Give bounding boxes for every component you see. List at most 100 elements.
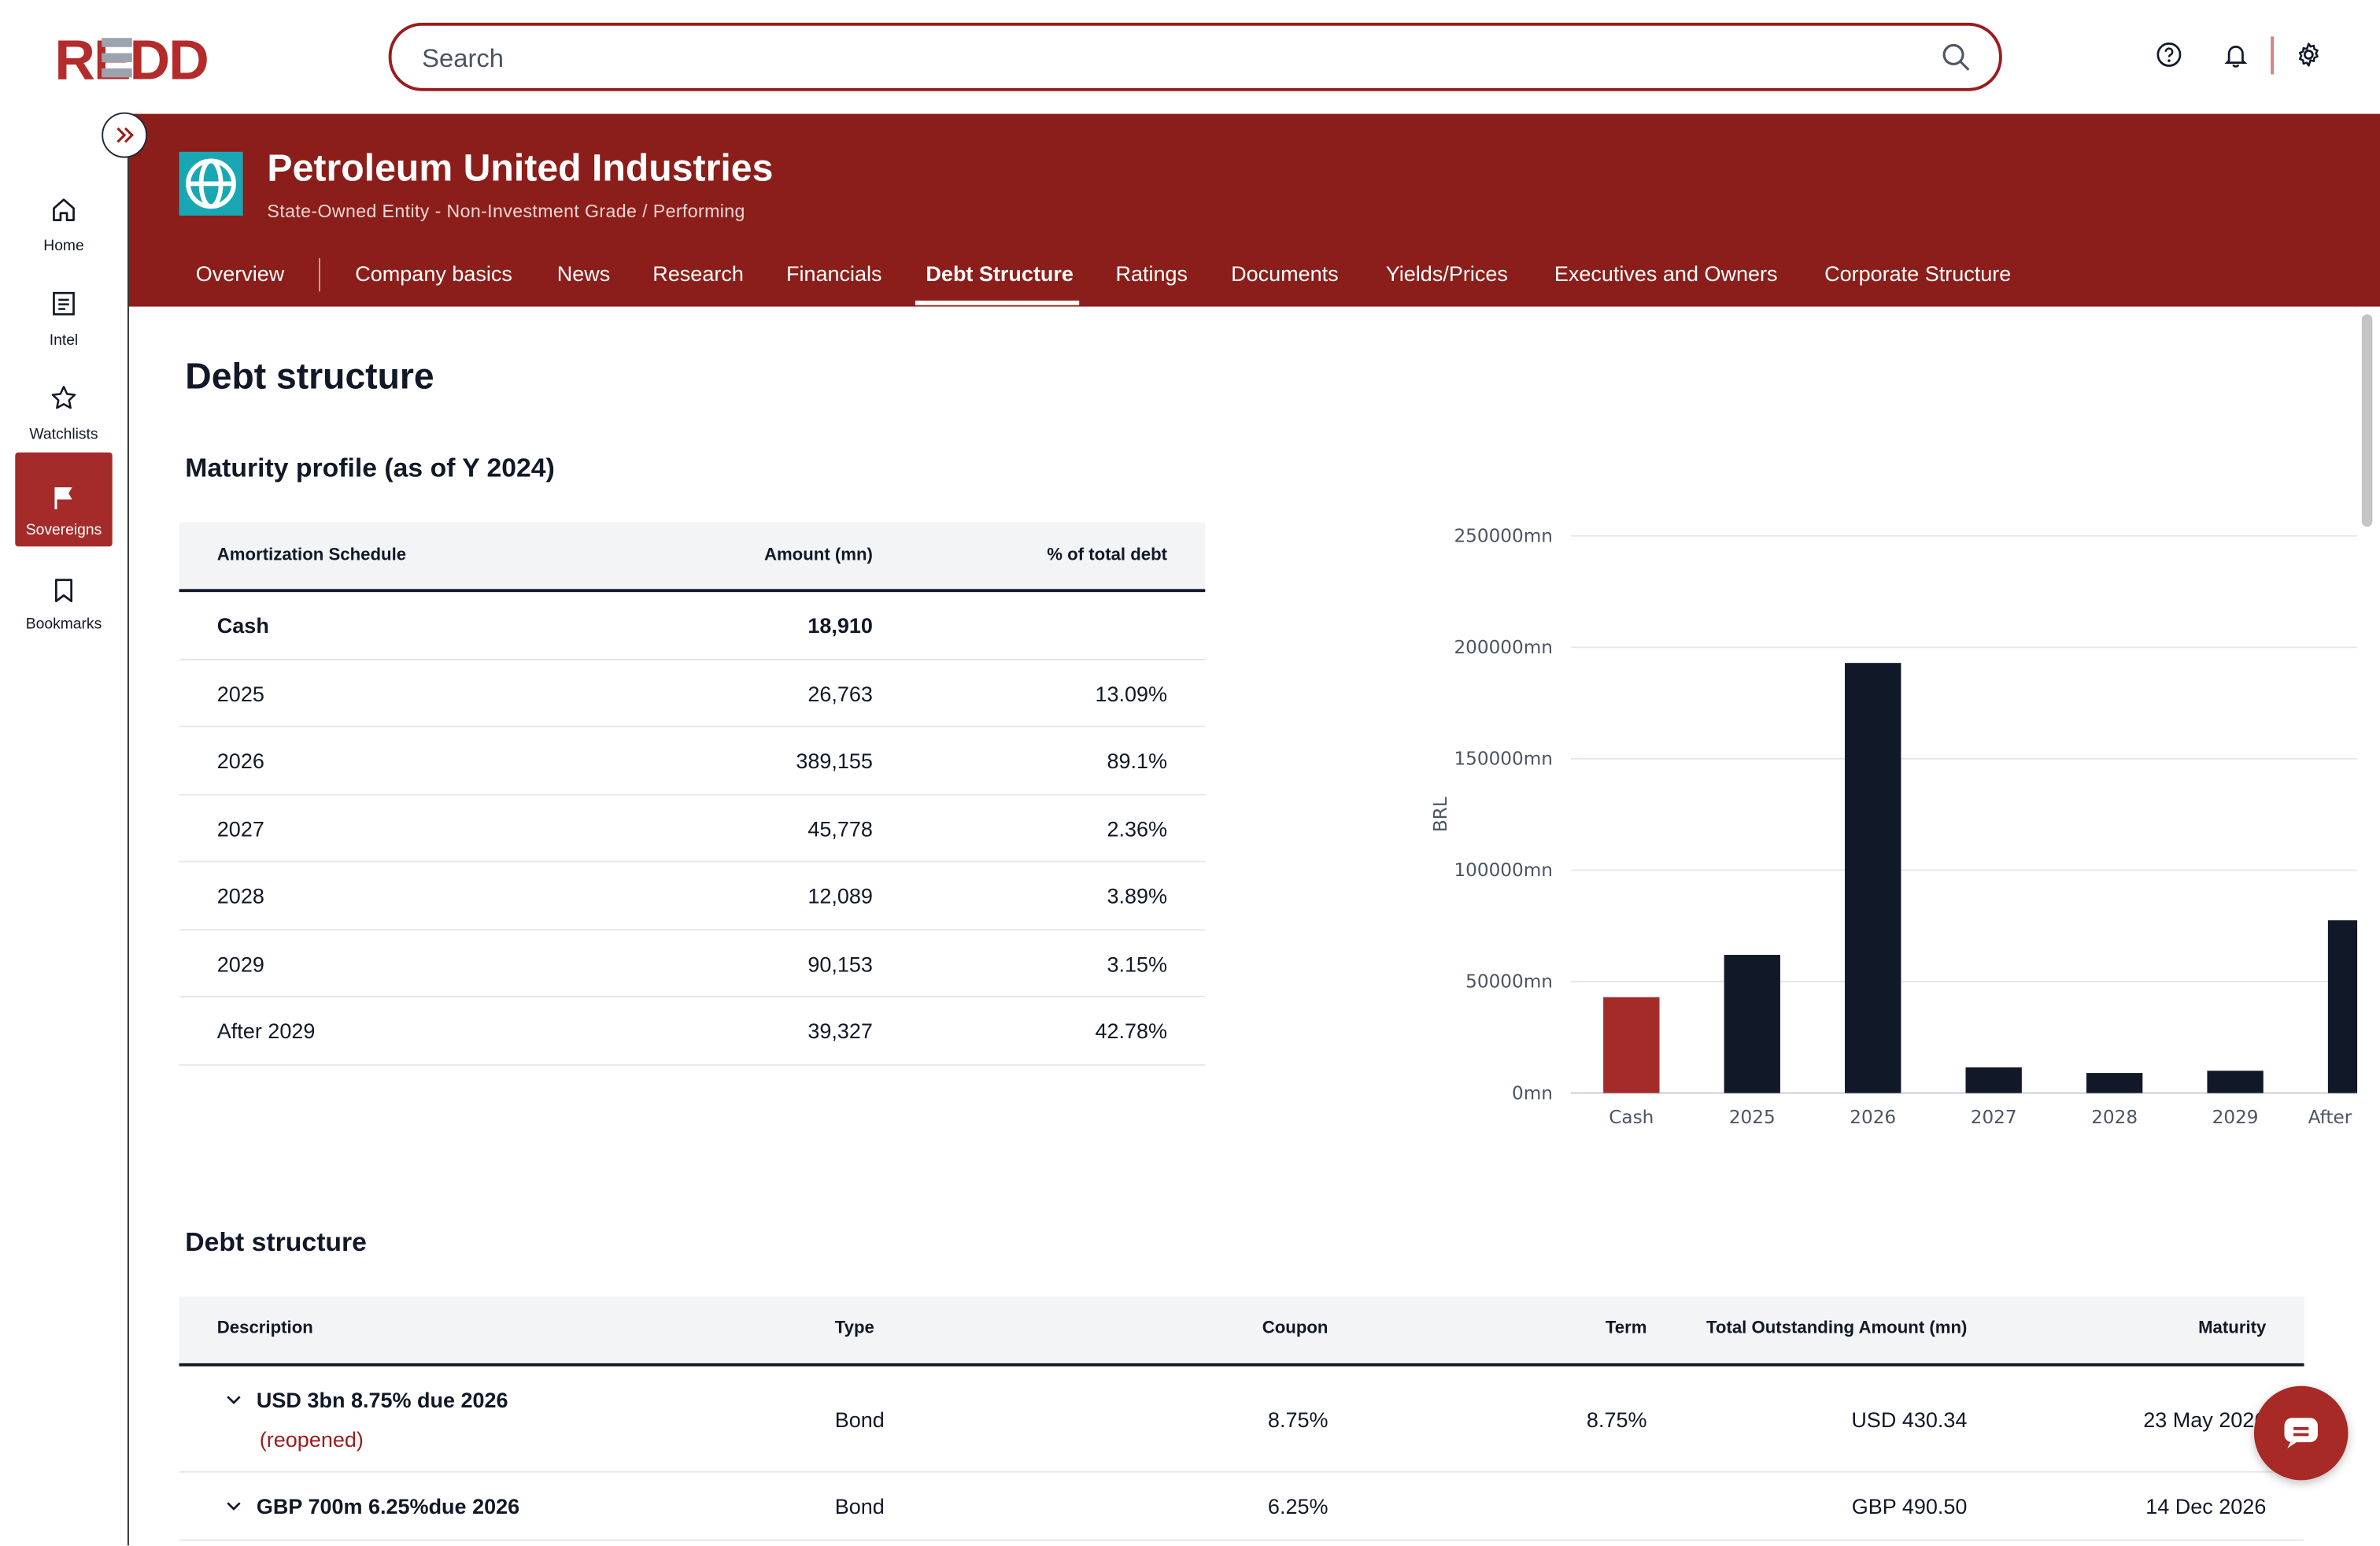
row-percent: 2.36% [1107, 816, 1168, 841]
maturity-table: Amortization Schedule Amount (mn) % of t… [179, 522, 1206, 1065]
bar-2028 [2086, 1073, 2143, 1093]
row-amount: 26,763 [808, 680, 873, 705]
bar-2025 [1724, 955, 1780, 1093]
row-percent: 13.09% [1095, 680, 1168, 705]
star-icon [51, 386, 76, 409]
column-header: Type [834, 1319, 874, 1338]
row-label: After 2029 [216, 1019, 316, 1043]
sidebar-item-label: Sovereigns [25, 522, 102, 539]
entity-banner: Petroleum United Industries State-Owned … [128, 113, 2380, 307]
tab-overview[interactable]: Overview [195, 261, 285, 286]
tab-divider [318, 257, 320, 292]
search-box[interactable] [388, 22, 2002, 91]
column-header: Coupon [1262, 1319, 1329, 1338]
sidebar-toggle-button[interactable] [102, 112, 148, 158]
bond-maturity: 23 May 2026 [2143, 1407, 2267, 1432]
x-tick-label: After 2029 [2308, 1108, 2360, 1128]
bond-coupon: 6.25% [1267, 1493, 1329, 1518]
column-header: Description [216, 1319, 313, 1338]
bar-after-2029 [2327, 920, 2360, 1093]
globe-icon [179, 151, 243, 216]
row-amount: 39,327 [808, 1019, 873, 1043]
scrollbar-thumb[interactable] [2361, 314, 2373, 527]
maturity-title: Maturity profile (as of Y 2024) [185, 452, 555, 483]
row-label: 2025 [216, 680, 264, 705]
y-tick-label: 100000mn [1454, 860, 1552, 881]
tab-yields-prices[interactable]: Yields/Prices [1385, 261, 1508, 286]
flag-icon [54, 487, 72, 510]
gear-icon[interactable] [2295, 41, 2323, 68]
table-row: 2025 26,763 13.09% [179, 660, 1206, 727]
table-row[interactable]: USD 3bn 8.75% due 2026 (reopened) Bond 8… [179, 1367, 2304, 1473]
home-icon [53, 198, 75, 221]
row-amount: 90,153 [808, 951, 873, 976]
x-tick-label: 2029 [2212, 1108, 2259, 1128]
x-tick-label: Cash [1609, 1108, 1654, 1128]
help-icon[interactable] [2156, 41, 2183, 68]
table-row: Cash 18,910 [179, 592, 1206, 660]
column-header: Amortization Schedule [216, 546, 407, 565]
sidebar-item-intel[interactable]: Intel [15, 272, 112, 366]
entity-classification: State-Owned Entity - Non-Investment Grad… [267, 200, 745, 222]
bond-description: GBP 700m 6.25%due 2026 [256, 1493, 520, 1518]
chevron-down-icon[interactable] [224, 1391, 242, 1409]
x-tick-label: 2026 [1850, 1108, 1896, 1128]
reopened-tag: (reopened) [259, 1426, 364, 1452]
document-icon [53, 291, 75, 316]
column-header: % of total debt [1047, 546, 1168, 565]
row-label: 2028 [216, 883, 264, 908]
main-content: Debt structure Maturity profile (as of Y… [128, 306, 2360, 1546]
bond-description: USD 3bn 8.75% due 2026 [256, 1387, 508, 1412]
row-percent: 42.78% [1095, 1019, 1168, 1043]
bond-type: Bond [834, 1407, 885, 1432]
sidebar-item-label: Watchlists [29, 426, 98, 444]
row-amount: 45,778 [808, 816, 873, 841]
sidebar-item-label: Intel [49, 332, 79, 350]
redd-logo[interactable]: REDD [54, 33, 239, 82]
bond-amount: USD 430.34 [1851, 1407, 1968, 1432]
tab-news[interactable]: News [556, 261, 611, 286]
chat-button[interactable] [2253, 1385, 2349, 1481]
search-input[interactable] [419, 38, 1883, 81]
top-bar: REDD [0, 0, 2380, 114]
column-header: Amount (mn) [763, 546, 873, 565]
bond-type: Bond [834, 1493, 885, 1518]
sidebar-item-sovereigns[interactable]: Sovereigns [15, 452, 113, 547]
sidebar-item-bookmarks[interactable]: Bookmarks [15, 556, 112, 650]
y-tick-label: 250000mn [1454, 526, 1552, 546]
row-percent: 89.1% [1107, 748, 1168, 773]
bond-maturity: 14 Dec 2026 [2145, 1493, 2267, 1518]
tab-debt-structure[interactable]: Debt Structure [926, 261, 1074, 286]
tab-documents[interactable]: Documents [1231, 261, 1339, 286]
tab-ratings[interactable]: Ratings [1115, 261, 1188, 286]
bell-icon[interactable] [2222, 41, 2249, 68]
tab-executives-and-owners[interactable]: Executives and Owners [1554, 261, 1778, 286]
page-title: Debt structure [185, 357, 434, 398]
search-icon[interactable] [1942, 43, 1972, 73]
chevron-down-icon[interactable] [224, 1497, 242, 1515]
y-axis-label: BRL [1431, 797, 1451, 832]
row-amount: 389,155 [796, 748, 873, 773]
row-amount: 12,089 [808, 883, 873, 908]
column-header: Maturity [2198, 1319, 2267, 1338]
bond-coupon: 8.75% [1267, 1407, 1329, 1432]
row-label: Cash [216, 613, 269, 638]
tab-research[interactable]: Research [652, 261, 744, 286]
y-tick-label: 150000mn [1454, 749, 1552, 770]
sidebar: Home Intel Watchlists Sovereigns Bookmar… [0, 113, 129, 1546]
x-tick-label: 2025 [1729, 1108, 1776, 1128]
table-row: 2027 45,778 2.36% [179, 795, 1206, 863]
tab-financials[interactable]: Financials [785, 261, 882, 286]
row-percent: 3.15% [1107, 951, 1168, 976]
chevron-double-right-icon [116, 127, 134, 143]
table-row[interactable]: GBP 700m 6.25%due 2026 Bond 6.25% GBP 49… [179, 1473, 2304, 1541]
tab-company-basics[interactable]: Company basics [355, 261, 512, 286]
sidebar-item-watchlists[interactable]: Watchlists [15, 366, 112, 460]
tab-corporate-structure[interactable]: Corporate Structure [1824, 261, 2012, 286]
sidebar-item-home[interactable]: Home [15, 178, 112, 272]
maturity-bar-chart: 0mn 50000mn 100000mn 150000mn 200000mn 250000… [1431, 526, 2360, 1128]
column-header: Term [1605, 1319, 1647, 1338]
bond-term: 8.75% [1586, 1407, 1647, 1432]
table-row: After 2029 39,327 42.78% [179, 997, 1206, 1065]
debt-structure-title: Debt structure [185, 1226, 367, 1257]
